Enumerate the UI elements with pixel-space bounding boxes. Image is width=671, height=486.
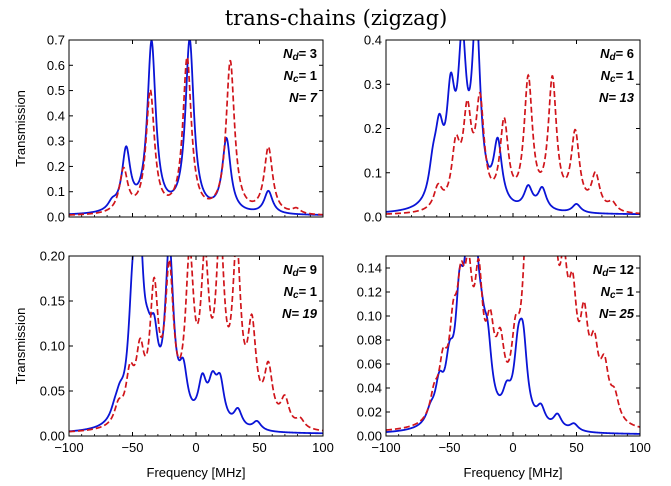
y-axis-label: Transmission bbox=[13, 90, 28, 167]
annotation-nd-value: = 3 bbox=[299, 46, 317, 61]
y-tick-label: 0.08 bbox=[357, 333, 382, 348]
plot-frame bbox=[385, 255, 641, 437]
y-tick-label: 0.15 bbox=[40, 294, 65, 309]
annotation-nc-value: = 1 bbox=[616, 284, 634, 299]
annotation-nc: Nc= 1 bbox=[284, 68, 317, 85]
y-tick-label: 0.06 bbox=[357, 357, 382, 372]
x-tick-label: −50 bbox=[438, 440, 460, 455]
y-tick-label: 0.2 bbox=[47, 159, 65, 174]
annotation-nc: Nc= 1 bbox=[601, 284, 634, 301]
annotation-nd: Nd= 9 bbox=[283, 262, 317, 279]
y-tick-label: 0.02 bbox=[357, 405, 382, 420]
annotation-nd: Nd= 6 bbox=[600, 46, 634, 63]
panel-bottom-right: −100 −50 0 50 100 0.00 0.02 0.04 0.06 0.08 0.10 0.1… bbox=[357, 255, 651, 480]
series-blue-line bbox=[69, 40, 323, 216]
figure-title: trans-chains (zigzag) bbox=[225, 6, 448, 30]
annotation-nc-value: = 1 bbox=[616, 68, 634, 83]
y-tick-label: 0.10 bbox=[40, 339, 65, 354]
x-tick-label: −100 bbox=[54, 440, 83, 455]
subscript-c: c bbox=[610, 290, 616, 301]
y-tick-label: 0.14 bbox=[357, 261, 382, 276]
x-tick-label: 50 bbox=[569, 440, 583, 455]
series-blue-line bbox=[386, 40, 640, 216]
annotation-nd: Nd= 12 bbox=[593, 262, 634, 279]
series-red-line bbox=[386, 73, 640, 215]
series-red-line bbox=[69, 56, 323, 216]
x-tick-label: 0 bbox=[192, 440, 199, 455]
annotation-nc-value: = 1 bbox=[299, 68, 317, 83]
annotation-n: N= 25 bbox=[599, 306, 635, 321]
x-axis-label: Frequency [MHz] bbox=[147, 465, 246, 480]
y-tick-label: 0.7 bbox=[47, 33, 65, 48]
subscript-c: c bbox=[293, 74, 299, 85]
annotation-nd-value: = 6 bbox=[616, 46, 634, 61]
y-tick-label: 0.12 bbox=[357, 285, 382, 300]
annotation-nd-value: = 12 bbox=[608, 262, 634, 277]
x-axis-label: Frequency [MHz] bbox=[464, 465, 563, 480]
annotation-nc: Nc= 1 bbox=[284, 284, 317, 301]
y-tick-label: 0.1 bbox=[364, 165, 382, 180]
y-tick-label: 0.5 bbox=[47, 83, 65, 98]
panel-top-right: 0.0 0.1 0.2 0.3 0.4 Nd= 6 Nc= 1 N= 13 bbox=[364, 33, 641, 225]
annotation-nc-value: = 1 bbox=[299, 284, 317, 299]
subscript-d: d bbox=[602, 268, 609, 279]
x-tick-label: 100 bbox=[629, 440, 651, 455]
series-blue-line bbox=[386, 256, 640, 435]
subscript-d: d bbox=[292, 268, 299, 279]
y-tick-label: 0.4 bbox=[47, 108, 65, 123]
y-tick-label: 0.3 bbox=[47, 134, 65, 149]
annotation-n: N= 7 bbox=[289, 90, 318, 105]
y-tick-label: 0.3 bbox=[364, 77, 382, 92]
series-blue-line bbox=[69, 256, 323, 435]
y-axis-label: Transmission bbox=[13, 308, 28, 385]
subscript-d: d bbox=[609, 52, 616, 63]
y-tick-label: 0.2 bbox=[364, 121, 382, 136]
y-tick-label: 0.20 bbox=[40, 249, 65, 264]
y-tick-label: 0.00 bbox=[40, 429, 65, 444]
subscript-c: c bbox=[293, 290, 299, 301]
y-tick-label: 0.0 bbox=[364, 210, 382, 225]
annotation-nd-value: = 9 bbox=[299, 262, 317, 277]
y-tick-label: 0.05 bbox=[40, 384, 65, 399]
y-tick-label: 0.10 bbox=[357, 309, 382, 324]
series-red-line bbox=[386, 256, 640, 431]
x-tick-label: 50 bbox=[252, 440, 266, 455]
subscript-c: c bbox=[610, 74, 616, 85]
annotation-n: N= 19 bbox=[282, 306, 318, 321]
panel-top-left: 0.0 0.1 0.2 0.3 0.4 0.5 0.6 0.7 Transmission Nd= … bbox=[13, 33, 324, 225]
y-tick-label: 0.1 bbox=[47, 184, 65, 199]
plot-frame bbox=[68, 39, 324, 218]
x-tick-label: 100 bbox=[312, 440, 334, 455]
y-tick-label: 0.6 bbox=[47, 58, 65, 73]
panels: 0.0 0.1 0.2 0.3 0.4 0.5 0.6 0.7 Transmission Nd= … bbox=[13, 33, 651, 481]
subscript-d: d bbox=[292, 52, 299, 63]
panel-bottom-left: −100 −50 0 50 100 0.00 0.05 0.10 0.15 0.20 Transmi… bbox=[13, 249, 334, 481]
y-tick-label: 0.4 bbox=[364, 33, 382, 48]
plot-frame bbox=[68, 255, 324, 437]
x-tick-label: −50 bbox=[121, 440, 143, 455]
x-tick-label: 0 bbox=[509, 440, 516, 455]
series-red-line bbox=[69, 256, 323, 433]
annotation-nc: Nc= 1 bbox=[601, 68, 634, 85]
y-tick-label: 0.00 bbox=[357, 429, 382, 444]
y-tick-label: 0.0 bbox=[47, 210, 65, 225]
y-tick-label: 0.04 bbox=[357, 381, 382, 396]
x-tick-label: −100 bbox=[371, 440, 400, 455]
annotation-nd: Nd= 3 bbox=[283, 46, 317, 63]
annotation-n: N= 13 bbox=[599, 90, 635, 105]
